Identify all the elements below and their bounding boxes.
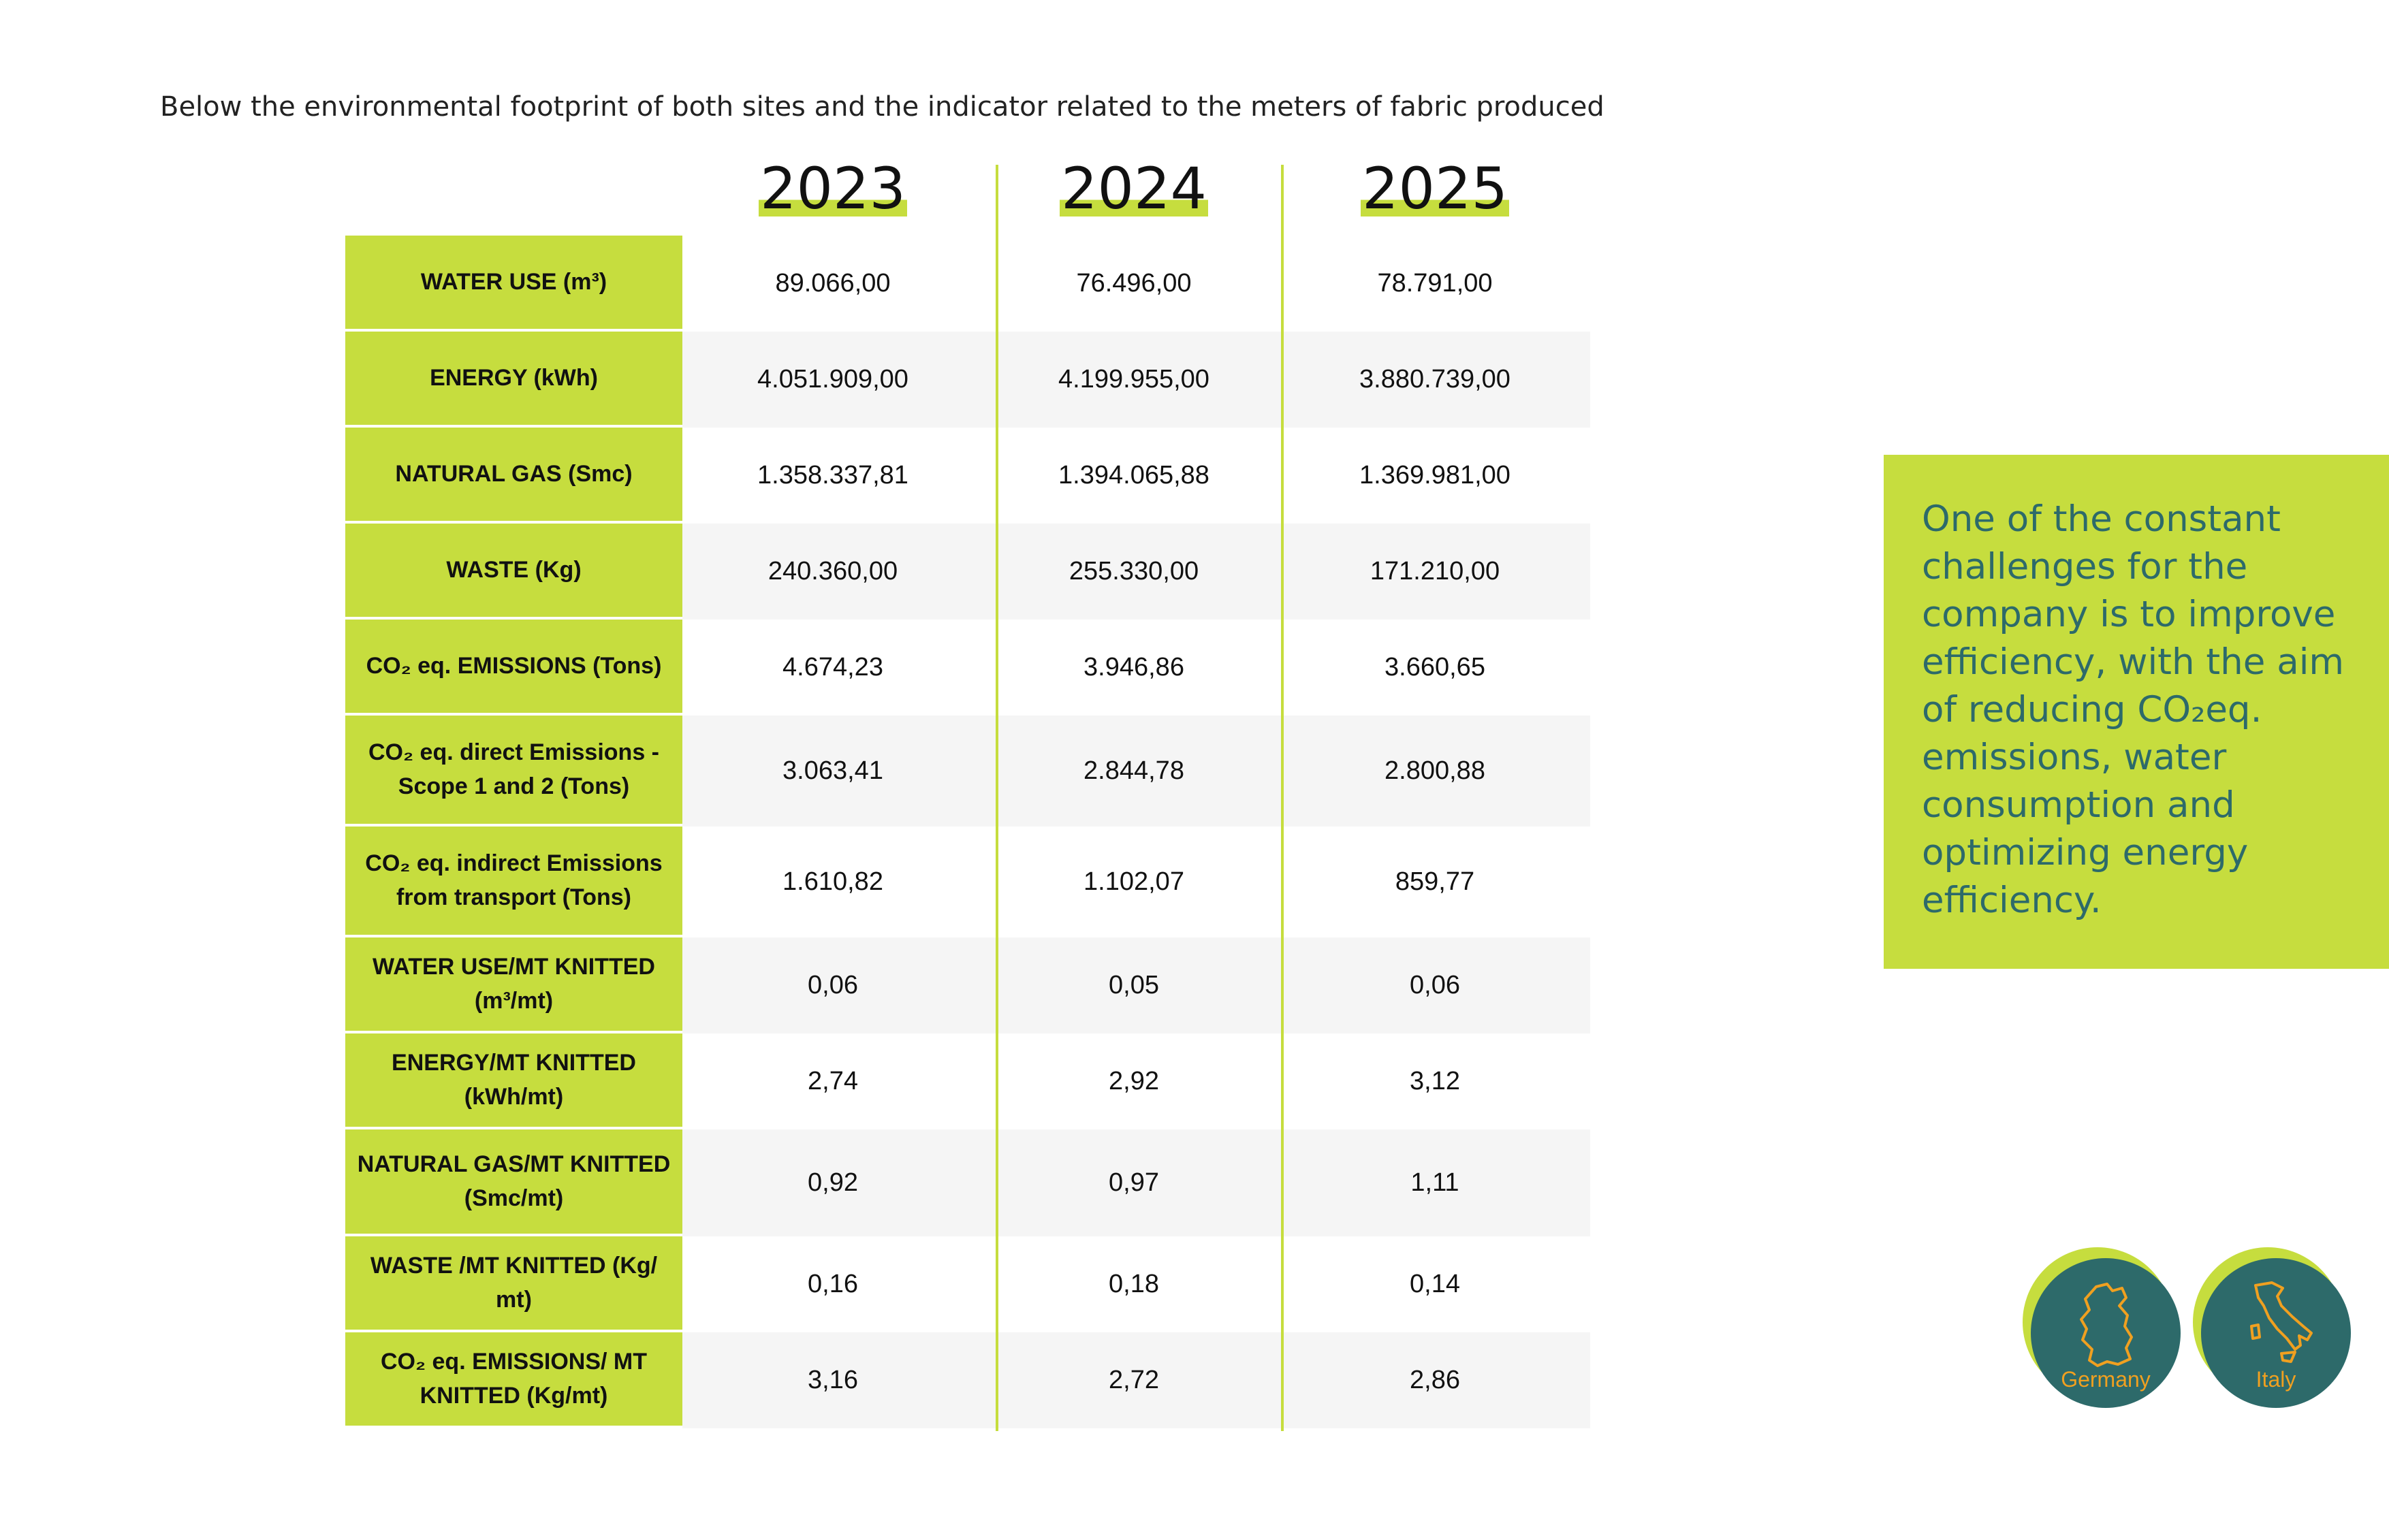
row-label: WATER USE/MT KNITTED (m³/mt)	[345, 937, 682, 1033]
value-cell-2023: 4.674,23	[782, 653, 883, 681]
row-label: NATURAL GAS/MT KNITTED (Smc/mt)	[345, 1129, 682, 1236]
column-divider	[1281, 165, 1284, 1431]
germany-map-icon	[2080, 1283, 2133, 1367]
table-row: NATURAL GAS (Smc) 1.358.337,81 1.394.065,8…	[345, 428, 1590, 524]
value-cell-2023: 1.358.337,81	[757, 461, 908, 490]
value-cell-2024: 0,05	[1109, 971, 1159, 999]
value-cell-2024: 2,92	[1109, 1067, 1159, 1095]
value-cell-2025: 78.791,00	[1377, 269, 1493, 298]
table-row: WATER USE/MT KNITTED (m³/mt) 0,06 0,05 0,06	[345, 937, 1590, 1033]
row-background	[682, 937, 1590, 1033]
value-cell-2024: 2,72	[1109, 1366, 1159, 1394]
column-divider	[996, 165, 998, 1431]
value-cell-2025: 3,12	[1410, 1067, 1460, 1095]
row-label: NATURAL GAS (Smc)	[345, 428, 682, 524]
row-label: WASTE (Kg)	[345, 524, 682, 620]
table-row: NATURAL GAS/MT KNITTED (Smc/mt) 0,92 0,97 1…	[345, 1129, 1590, 1236]
row-label: ENERGY (kWh)	[345, 332, 682, 428]
row-background	[682, 1332, 1590, 1428]
row-label: CO₂ eq. EMISSIONS/ MT KNITTED (Kg/mt)	[345, 1332, 682, 1428]
table-row: WASTE (Kg) 240.360,00 255.330,00 171.210,00	[345, 524, 1590, 620]
value-cell-2025: 0,06	[1410, 971, 1460, 999]
table-row: WASTE /MT KNITTED (Kg/ mt) 0,16 0,18 0,14	[345, 1236, 1590, 1332]
row-label: CO₂ eq. EMISSIONS (Tons)	[345, 620, 682, 716]
value-cell-2023: 0,92	[808, 1168, 858, 1197]
value-cell-2025: 3.880.739,00	[1359, 365, 1510, 394]
germany-badge: Germany	[2023, 1247, 2186, 1411]
callout-text: One of the constant challenges for the c…	[1922, 498, 2345, 921]
value-cell-2025: 171.210,00	[1370, 557, 1500, 585]
value-cell-2023: 1.610,82	[782, 867, 883, 896]
value-cell-2024: 3.946,86	[1083, 653, 1184, 681]
row-background	[682, 524, 1590, 620]
table-row: ENERGY/MT KNITTED (kWh/mt) 2,74 2,92 3,12	[345, 1033, 1590, 1129]
table-row: CO₂ eq. indirect Emissions from transpor…	[345, 827, 1590, 937]
italy-badge: Italy	[2193, 1247, 2356, 1411]
value-cell-2023: 0,06	[808, 971, 858, 999]
value-cell-2023: 89.066,00	[775, 269, 891, 298]
value-cell-2023: 3.063,41	[782, 756, 883, 785]
value-cell-2024: 4.199.955,00	[1058, 365, 1209, 394]
table-row: CO₂ eq. direct Emissions - Scope 1 and 2…	[345, 716, 1590, 827]
row-label: WATER USE (m³)	[345, 236, 682, 332]
intro-text: Below the environmental footprint of bot…	[160, 91, 1604, 123]
value-cell-2024: 1.102,07	[1083, 867, 1184, 896]
year-header-2024: 2024	[1060, 155, 1208, 222]
italy-label: Italy	[2256, 1367, 2296, 1392]
year-header-2023: 2023	[759, 155, 907, 222]
value-cell-2025: 3.660,65	[1385, 653, 1485, 681]
value-cell-2024: 0,18	[1109, 1270, 1159, 1298]
value-cell-2023: 2,74	[808, 1067, 858, 1095]
value-cell-2023: 0,16	[808, 1270, 858, 1298]
value-cell-2024: 1.394.065,88	[1058, 461, 1209, 490]
value-cell-2025: 1,11	[1410, 1168, 1459, 1197]
value-cell-2025: 859,77	[1395, 867, 1475, 896]
table-row: CO₂ eq. EMISSIONS/ MT KNITTED (Kg/mt) 3,1…	[345, 1332, 1590, 1428]
table-row: CO₂ eq. EMISSIONS (Tons) 4.674,23 3.946,86…	[345, 620, 1590, 716]
value-cell-2024: 76.496,00	[1076, 269, 1192, 298]
table-row: ENERGY (kWh) 4.051.909,00 4.199.955,00 3.88…	[345, 332, 1590, 428]
value-cell-2023: 3,16	[808, 1366, 858, 1394]
value-cell-2024: 2.844,78	[1083, 756, 1184, 785]
table-row: WATER USE (m³) 89.066,00 76.496,00 78.791,0…	[345, 236, 1590, 332]
year-header-2025: 2025	[1361, 155, 1509, 222]
germany-label: Germany	[2061, 1367, 2151, 1392]
row-background	[682, 716, 1590, 827]
row-label: CO₂ eq. direct Emissions - Scope 1 and 2…	[345, 716, 682, 827]
row-background	[682, 1129, 1590, 1236]
row-label: ENERGY/MT KNITTED (kWh/mt)	[345, 1033, 682, 1129]
row-background	[682, 332, 1590, 428]
value-cell-2025: 0,14	[1410, 1270, 1460, 1298]
value-cell-2024: 0,97	[1109, 1168, 1159, 1197]
row-label: CO₂ eq. indirect Emissions from transpor…	[345, 827, 682, 937]
value-cell-2025: 2,86	[1410, 1366, 1460, 1394]
value-cell-2024: 255.330,00	[1069, 557, 1199, 585]
value-cell-2023: 240.360,00	[768, 557, 898, 585]
italy-map-icon	[2250, 1281, 2313, 1363]
row-label: WASTE /MT KNITTED (Kg/ mt)	[345, 1236, 682, 1332]
callout-box: One of the constant challenges for the c…	[1884, 455, 2389, 969]
value-cell-2023: 4.051.909,00	[757, 365, 908, 394]
value-cell-2025: 1.369.981,00	[1359, 461, 1510, 490]
value-cell-2025: 2.800,88	[1385, 756, 1485, 785]
